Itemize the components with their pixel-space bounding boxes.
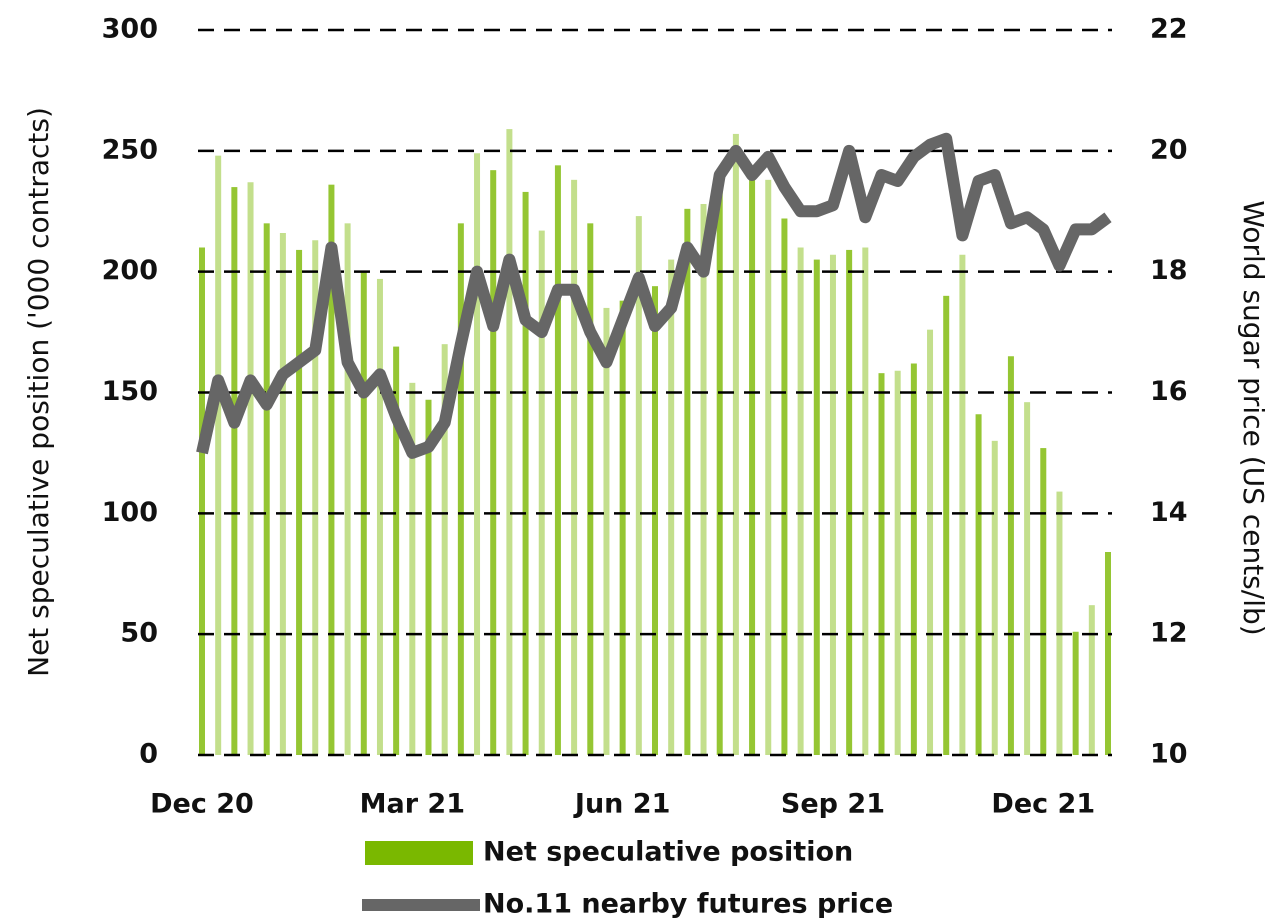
bar <box>829 254 836 755</box>
bar <box>1040 448 1047 755</box>
bar <box>732 133 739 755</box>
y2-tick-label: 14 <box>1150 497 1188 528</box>
bar <box>668 259 675 755</box>
y-tick-label: 300 <box>102 14 158 45</box>
bar <box>231 187 238 756</box>
bar <box>1072 631 1079 755</box>
y-tick-label: 150 <box>102 376 158 407</box>
bar <box>765 179 772 756</box>
bar <box>554 165 561 756</box>
bar <box>441 344 448 755</box>
bar <box>959 254 966 755</box>
y2-tick-label: 22 <box>1150 14 1188 45</box>
bar <box>894 370 901 755</box>
bar <box>457 223 464 756</box>
bar <box>522 191 529 755</box>
x-tick-label: Jun 21 <box>573 789 670 820</box>
y2-tick-label: 20 <box>1150 134 1188 165</box>
bar <box>813 259 820 755</box>
bar <box>1088 605 1095 755</box>
bar <box>490 170 497 755</box>
y2-axis-title: World sugar price (US cents/lb) <box>1237 200 1270 635</box>
bar <box>296 249 303 755</box>
bar <box>700 204 707 755</box>
bar <box>635 216 642 756</box>
y2-tick-label: 16 <box>1150 376 1188 407</box>
bar <box>781 218 788 755</box>
bar <box>571 179 578 756</box>
y2-tick-label: 18 <box>1150 255 1188 286</box>
y2-tick-label: 10 <box>1150 739 1188 770</box>
bar <box>910 363 917 755</box>
bar <box>506 129 513 756</box>
bar <box>749 170 756 755</box>
bar <box>587 223 594 756</box>
y2-tick-label: 12 <box>1150 618 1188 649</box>
y-tick-label: 0 <box>139 739 158 770</box>
legend-label: Net speculative position <box>483 837 853 868</box>
bar <box>328 184 335 755</box>
bar <box>991 440 998 755</box>
bar <box>619 300 626 755</box>
legend-label: No.11 nearby futures price <box>483 889 893 920</box>
bar <box>393 346 400 755</box>
x-tick-label: Mar 21 <box>360 789 465 820</box>
bar <box>975 414 982 755</box>
bar <box>603 307 610 755</box>
bar <box>215 155 222 755</box>
x-tick-label: Dec 20 <box>150 789 254 820</box>
bar <box>927 329 934 755</box>
x-tick-label: Dec 21 <box>991 789 1095 820</box>
y-tick-label: 100 <box>102 497 158 528</box>
bar <box>846 249 853 755</box>
bar <box>344 223 351 756</box>
bar <box>652 286 658 755</box>
bar <box>862 247 869 755</box>
y-tick-label: 50 <box>120 618 158 649</box>
bar <box>943 295 950 755</box>
bar <box>425 399 432 755</box>
bar <box>684 208 691 756</box>
y-tick-label: 200 <box>102 255 158 286</box>
y-tick-label: 250 <box>102 134 158 165</box>
bar <box>376 278 383 755</box>
bar <box>247 182 254 755</box>
bar <box>1105 552 1111 755</box>
price-line <box>196 132 1112 459</box>
bar <box>1007 356 1014 755</box>
legend-swatch <box>365 841 473 865</box>
x-tick-label: Sep 21 <box>781 789 885 820</box>
bar <box>1056 491 1063 755</box>
bar <box>474 153 481 755</box>
bar <box>716 191 723 755</box>
bar <box>312 240 319 755</box>
bar <box>538 230 545 756</box>
y-axis-title: Net speculative position ('000 contracts… <box>22 107 55 677</box>
bar <box>878 373 885 755</box>
bar <box>279 233 286 755</box>
bar <box>199 247 205 755</box>
bar <box>409 382 416 755</box>
bar <box>263 223 270 756</box>
bar <box>1024 402 1031 755</box>
bar <box>797 247 804 755</box>
